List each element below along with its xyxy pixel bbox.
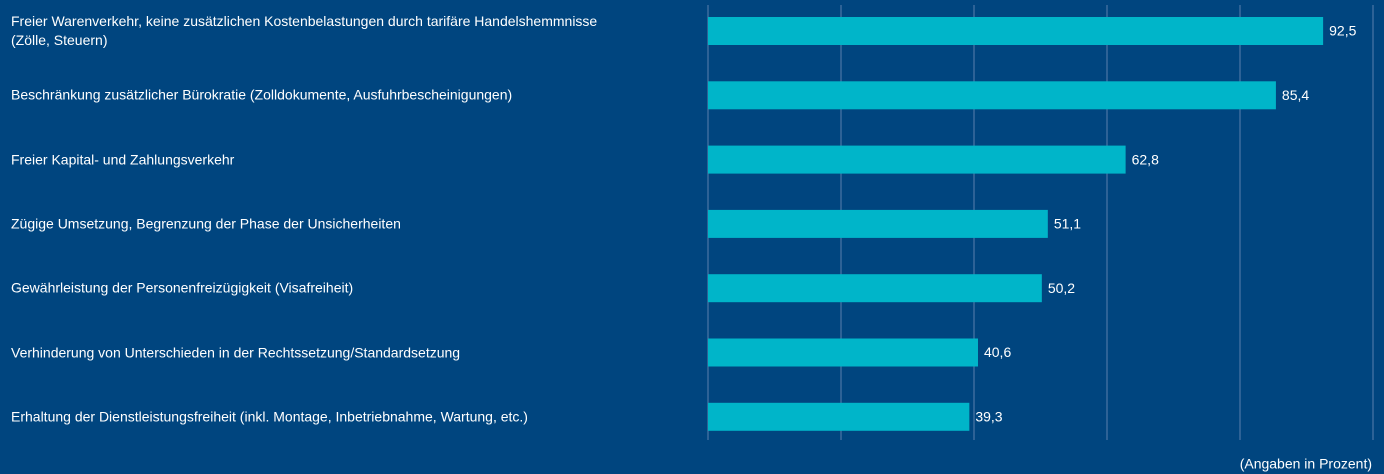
category-label: Erhaltung der Dienstleistungsfreiheit (i… bbox=[11, 408, 528, 425]
category-label: Zügige Umsetzung, Begrenzung der Phase d… bbox=[11, 215, 401, 232]
note: (Angaben in Prozent) bbox=[1240, 456, 1372, 472]
category-label: Beschränkung zusätzlicher Bürokratie (Zo… bbox=[11, 86, 513, 103]
value-label: 40,6 bbox=[984, 344, 1011, 360]
value-label: 50,2 bbox=[1048, 280, 1075, 296]
value-label: 51,1 bbox=[1054, 216, 1081, 232]
bar bbox=[708, 274, 1042, 303]
bar bbox=[708, 17, 1324, 45]
value-label: 92,5 bbox=[1329, 23, 1356, 39]
value-label: 85,4 bbox=[1282, 87, 1309, 103]
bar bbox=[708, 338, 978, 367]
category-label: Freier Warenverkehr, keine zusätzlichen … bbox=[11, 13, 598, 48]
bar bbox=[708, 145, 1126, 174]
bar bbox=[708, 209, 1048, 238]
value-label: 62,8 bbox=[1132, 151, 1159, 167]
bar bbox=[708, 81, 1276, 110]
category-label: Freier Kapital- und Zahlungsverkehr bbox=[11, 151, 235, 168]
bar bbox=[708, 402, 970, 431]
value-label: 39,3 bbox=[975, 409, 1002, 425]
category-label: Verhinderung von Unterschieden in der Re… bbox=[11, 344, 461, 360]
category-label: Gewährleistung der Personenfreizügigkeit… bbox=[11, 279, 354, 296]
